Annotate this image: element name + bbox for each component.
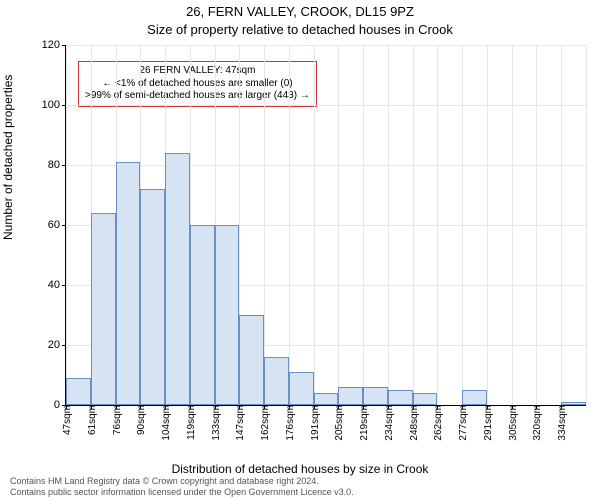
- x-tick-label: 334sqm: [554, 405, 568, 441]
- gridline-v: [363, 45, 364, 405]
- annotation-box: 26 FERN VALLEY: 47sqm ← <1% of detached …: [78, 61, 317, 107]
- x-tick-label: 191sqm: [307, 405, 321, 441]
- gridline-v: [462, 45, 463, 405]
- histogram-bar: [91, 213, 116, 405]
- gridline-v: [413, 45, 414, 405]
- histogram-bar: [363, 387, 388, 405]
- chart-title-sub: Size of property relative to detached ho…: [0, 22, 600, 37]
- x-tick-label: 277sqm: [455, 405, 469, 441]
- x-tick-label: 90sqm: [133, 405, 147, 435]
- gridline-v: [561, 45, 562, 405]
- chart-container: 26, FERN VALLEY, CROOK, DL15 9PZ Size of…: [0, 0, 600, 500]
- x-tick-label: 320sqm: [529, 405, 543, 441]
- histogram-bar: [462, 390, 487, 405]
- attribution-text: Contains HM Land Registry data © Crown c…: [10, 476, 354, 498]
- gridline-v: [388, 45, 389, 405]
- histogram-bar: [289, 372, 314, 405]
- attribution-line: Contains public sector information licen…: [10, 487, 354, 498]
- gridline-v: [289, 45, 290, 405]
- histogram-bar: [140, 189, 165, 405]
- gridline-v: [512, 45, 513, 405]
- histogram-plot: 26 FERN VALLEY: 47sqm ← <1% of detached …: [65, 45, 586, 406]
- x-tick-label: 176sqm: [282, 405, 296, 441]
- histogram-bar: [190, 225, 215, 405]
- x-tick-label: 205sqm: [331, 405, 345, 441]
- x-tick-label: 61sqm: [84, 405, 98, 435]
- y-tick-label: 60: [48, 219, 66, 231]
- x-tick-label: 119sqm: [183, 405, 197, 440]
- x-tick-label: 104sqm: [158, 405, 172, 441]
- gridline-v: [536, 45, 537, 405]
- gridline-v: [487, 45, 488, 405]
- histogram-bar: [314, 393, 339, 405]
- histogram-bar: [165, 153, 190, 405]
- annotation-line: ← <1% of detached houses are smaller (0): [85, 78, 310, 91]
- gridline-h: [66, 45, 586, 46]
- x-tick-label: 291sqm: [480, 405, 494, 441]
- y-axis-label: Number of detached properties: [1, 75, 15, 240]
- histogram-bar: [116, 162, 141, 405]
- gridline-v: [314, 45, 315, 405]
- attribution-line: Contains HM Land Registry data © Crown c…: [10, 476, 354, 487]
- y-tick-label: 100: [42, 99, 66, 111]
- y-tick-label: 20: [48, 339, 66, 351]
- x-axis-label: Distribution of detached houses by size …: [0, 462, 600, 476]
- chart-title-main: 26, FERN VALLEY, CROOK, DL15 9PZ: [0, 4, 600, 19]
- x-tick-label: 248sqm: [406, 405, 420, 441]
- histogram-bar: [66, 378, 91, 405]
- y-tick-label: 120: [42, 39, 66, 51]
- annotation-line: >99% of semi-detached houses are larger …: [85, 90, 310, 103]
- y-tick-label: 80: [48, 159, 66, 171]
- histogram-bar: [388, 390, 413, 405]
- gridline-v: [437, 45, 438, 405]
- x-tick-label: 47sqm: [59, 405, 73, 435]
- gridline-h: [66, 165, 586, 166]
- gridline-v: [264, 45, 265, 405]
- x-tick-label: 76sqm: [109, 405, 123, 435]
- histogram-bar: [239, 315, 264, 405]
- gridline-v: [66, 45, 67, 405]
- histogram-bar: [264, 357, 289, 405]
- histogram-bar: [338, 387, 363, 405]
- x-tick-label: 147sqm: [232, 405, 246, 441]
- x-tick-label: 262sqm: [430, 405, 444, 441]
- x-tick-label: 305sqm: [505, 405, 519, 441]
- y-tick-label: 40: [48, 279, 66, 291]
- gridline-v: [586, 45, 587, 405]
- x-tick-label: 234sqm: [381, 405, 395, 441]
- annotation-line: 26 FERN VALLEY: 47sqm: [85, 65, 310, 78]
- gridline-v: [338, 45, 339, 405]
- x-tick-label: 133sqm: [208, 405, 222, 441]
- x-tick-label: 219sqm: [356, 405, 370, 441]
- gridline-h: [66, 105, 586, 106]
- histogram-bar: [413, 393, 438, 405]
- histogram-bar: [215, 225, 240, 405]
- x-tick-label: 162sqm: [257, 405, 271, 441]
